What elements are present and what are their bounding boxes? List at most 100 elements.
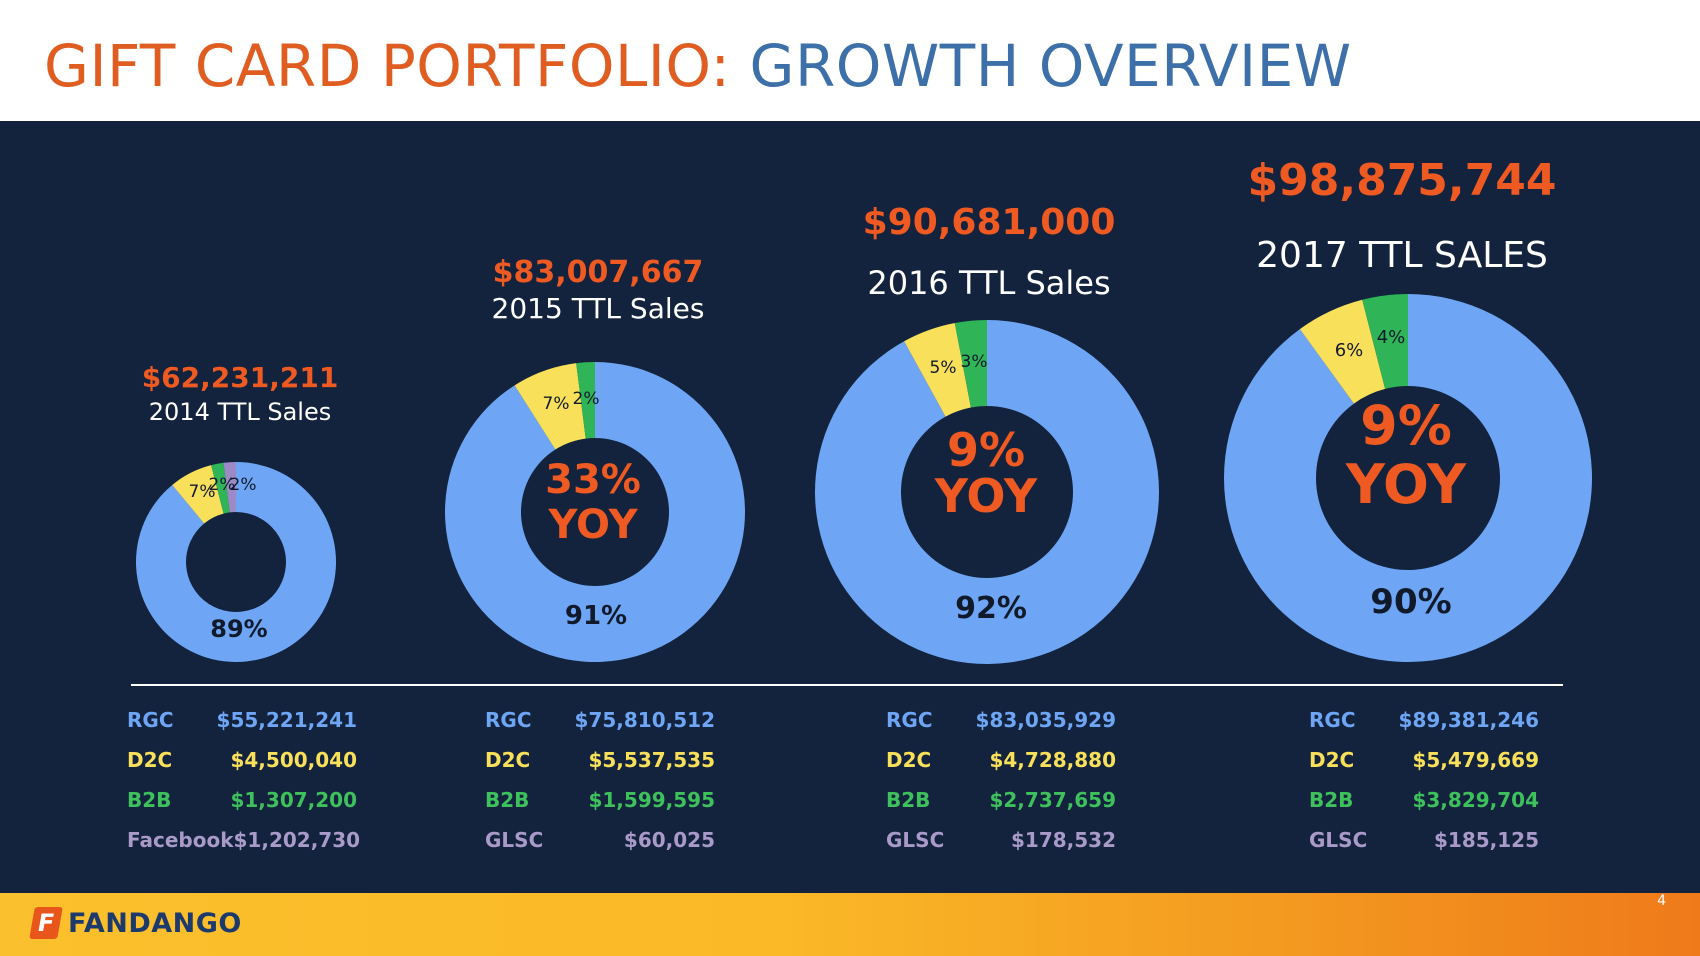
table-row: D2C $5,537,535 (485, 740, 715, 780)
channel-name: D2C (886, 748, 932, 772)
channel-name: GLSC (886, 828, 945, 852)
channel-value: $2,737,659 (989, 788, 1116, 812)
fandango-logo: F FANDANGO (29, 907, 242, 939)
total-sales-label-2015: 2015 TTL Sales (491, 292, 705, 325)
channel-value: $5,479,669 (1412, 748, 1539, 772)
channel-name: B2B (1309, 788, 1354, 812)
slice-b2b-2015 (576, 362, 595, 439)
channel-name: RGC (1309, 708, 1356, 732)
slice-rgc-2014 (135, 462, 336, 663)
table-row: B2B $1,307,200 (127, 780, 357, 820)
slice-label-d2c-2015: 7% (543, 394, 570, 414)
fandango-f-icon: F (29, 907, 63, 939)
title-part-2: GROWTH OVERVIEW (749, 32, 1352, 100)
total-sales-label-2016: 2016 TTL Sales (867, 264, 1111, 302)
slice-d2c-2014 (172, 465, 224, 524)
total-sales-2014: $62,231,211 (141, 361, 339, 394)
page-title: GIFT CARD PORTFOLIO: GROWTH OVERVIEW (44, 26, 1352, 106)
slice-rgc-2017 (1223, 294, 1592, 662)
channel-name: D2C (127, 748, 173, 772)
channel-name: GLSC (1309, 828, 1368, 852)
channel-name: RGC (127, 708, 174, 732)
table-row: B2B $2,737,659 (886, 780, 1116, 820)
channel-value: $178,532 (1010, 828, 1116, 852)
channel-value: $4,728,880 (989, 748, 1116, 772)
logo-wordmark: FANDANGO (68, 907, 242, 939)
table-row: D2C $4,500,040 (127, 740, 357, 780)
channel-value: $5,537,535 (588, 748, 715, 772)
slice-label-rgc-2016: 92% (955, 591, 1027, 626)
slice-label-b2b-2015: 2% (573, 389, 600, 409)
breakdown-table-2017: RGC $89,381,246 D2C $5,479,669 B2B $3,829,7… (1309, 700, 1539, 860)
total-sales-label-2014: 2014 TTL Sales (148, 398, 332, 426)
slice-label-d2c-2016: 5% (930, 358, 957, 378)
channel-name: B2B (886, 788, 931, 812)
table-row: GLSC $178,532 (886, 820, 1116, 860)
channel-value: $1,307,200 (230, 788, 357, 812)
slice-d2c-2016 (904, 323, 971, 417)
channel-value: $1,202,730 (233, 828, 361, 852)
slice-rgc-2015 (444, 362, 746, 663)
slice-label-d2c-2014: 7% (189, 482, 216, 502)
channel-value: $185,125 (1433, 828, 1539, 852)
channel-name: GLSC (485, 828, 544, 852)
channel-value: $4,500,040 (230, 748, 357, 772)
channel-value: $55,221,241 (216, 708, 357, 732)
table-row: B2B $3,829,704 (1309, 780, 1539, 820)
slice-label-b2b-2017: 4% (1377, 327, 1406, 348)
yoy-label-2016: YOY (934, 469, 1038, 523)
channel-value: $83,035,929 (975, 708, 1116, 732)
channel-value: $60,025 (623, 828, 715, 852)
slice-label-facebook-2014: 2% (230, 475, 257, 495)
table-row: GLSC $185,125 (1309, 820, 1539, 860)
channel-name: B2B (485, 788, 530, 812)
slice-d2c-2017 (1299, 299, 1386, 404)
channel-name: Facebook (127, 828, 234, 852)
channel-name: D2C (485, 748, 531, 772)
yoy-percent-2015: 33% (545, 457, 641, 503)
channel-value: $1,599,595 (588, 788, 715, 812)
channel-name: RGC (886, 708, 933, 732)
slice-label-b2b-2014: 2% (209, 475, 236, 495)
channel-value: $75,810,512 (574, 708, 715, 732)
table-row: B2B $1,599,595 (485, 780, 715, 820)
channel-name: D2C (1309, 748, 1355, 772)
breakdown-table-2016: RGC $83,035,929 D2C $4,728,880 B2B $2,737,6… (886, 700, 1116, 860)
channel-value: $89,381,246 (1398, 708, 1539, 732)
table-row: GLSC $60,025 (485, 820, 715, 860)
slice-label-b2b-2016: 3% (961, 352, 988, 372)
breakdown-table-2015: RGC $75,810,512 D2C $5,537,535 B2B $1,599,5… (485, 700, 715, 860)
divider-line (131, 684, 1563, 686)
slice-b2b-2016 (954, 320, 987, 408)
slice-facebook-2014 (223, 462, 236, 513)
slice-label-d2c-2017: 6% (1335, 340, 1364, 361)
slice-d2c-2015 (514, 363, 586, 450)
slice-label-rgc-2017: 90% (1370, 582, 1451, 622)
breakdown-table-2014: RGC $55,221,241 D2C $4,500,040 B2B $1,307,2… (127, 700, 360, 860)
channel-value: $3,829,704 (1412, 788, 1539, 812)
total-sales-2015: $83,007,667 (492, 255, 704, 290)
total-sales-2016: $90,681,000 (862, 202, 1116, 243)
table-row: RGC $75,810,512 (485, 700, 715, 740)
table-row: RGC $89,381,246 (1309, 700, 1539, 740)
table-row: D2C $5,479,669 (1309, 740, 1539, 780)
channel-name: B2B (127, 788, 172, 812)
channel-name: RGC (485, 708, 532, 732)
title-part-1: GIFT CARD PORTFOLIO: (44, 32, 731, 100)
table-row: Facebook $1,202,730 (127, 820, 360, 860)
yoy-percent-2017: 9% (1360, 394, 1452, 457)
slice-b2b-2014 (211, 462, 230, 514)
slice-label-rgc-2015: 91% (565, 601, 627, 631)
slice-rgc-2016 (815, 319, 1159, 664)
table-row: RGC $83,035,929 (886, 700, 1116, 740)
slice-b2b-2017 (1362, 294, 1408, 389)
table-row: D2C $4,728,880 (886, 740, 1116, 780)
total-sales-label-2017: 2017 TTL SALES (1256, 235, 1548, 276)
table-row: RGC $55,221,241 (127, 700, 357, 740)
slice-label-rgc-2014: 89% (210, 615, 267, 643)
footer-bar: F FANDANGO (0, 893, 1700, 956)
yoy-label-2015: YOY (547, 502, 638, 548)
yoy-percent-2016: 9% (947, 423, 1025, 477)
yoy-label-2017: YOY (1345, 453, 1467, 516)
